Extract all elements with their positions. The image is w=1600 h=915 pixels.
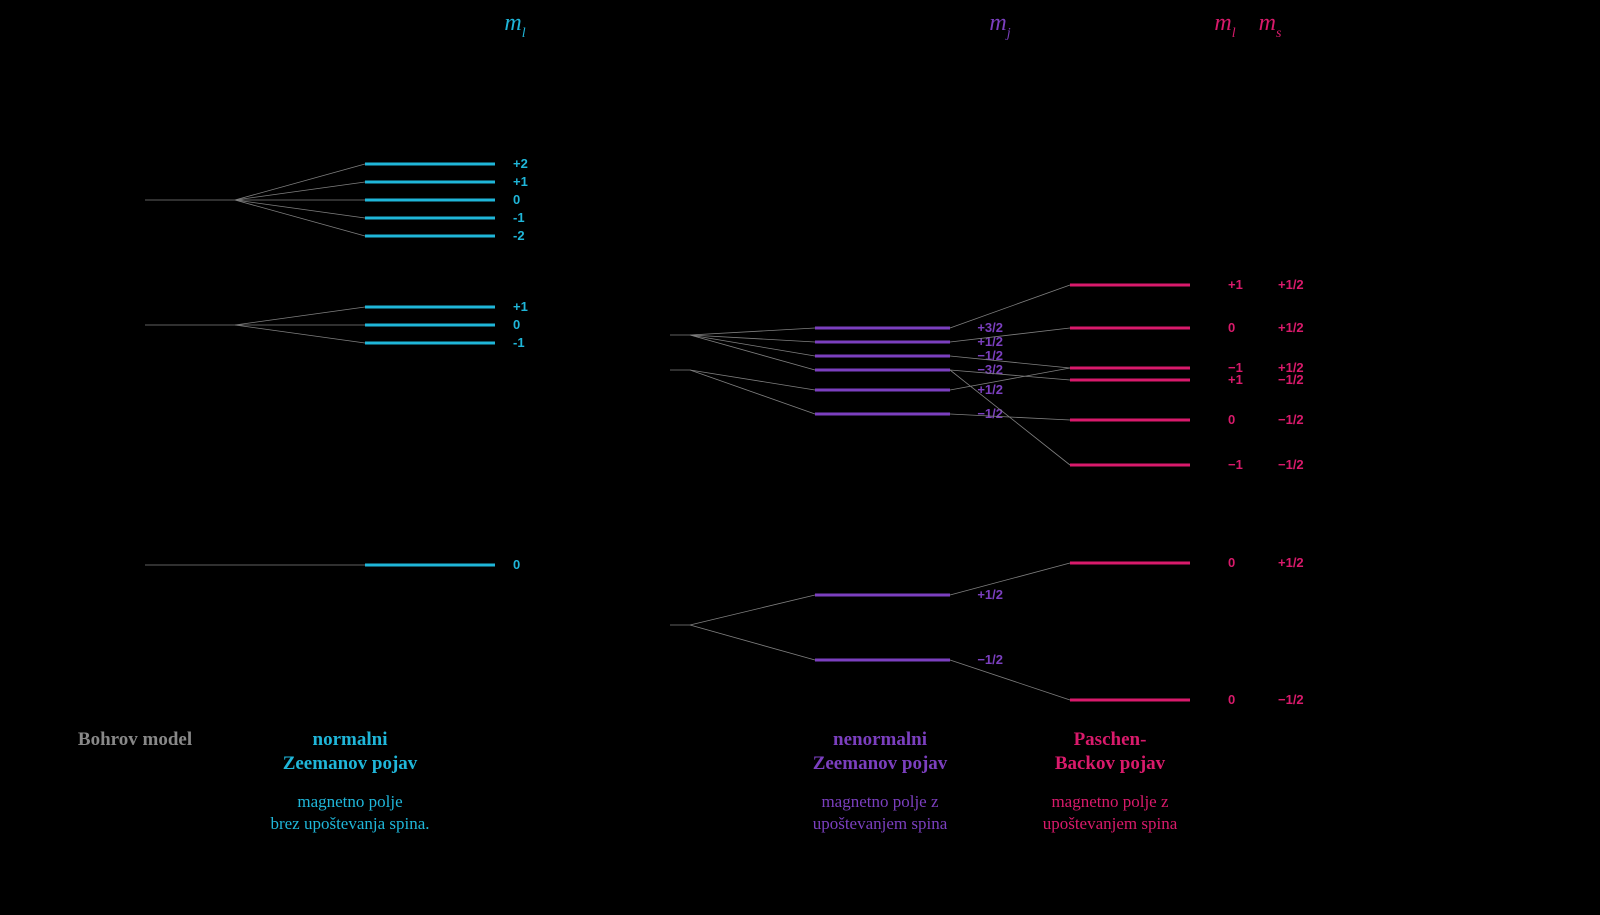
ml-value-right: 0 xyxy=(1228,555,1235,570)
ml-value: -1 xyxy=(513,335,525,350)
svg-text:ml: ml xyxy=(504,10,525,41)
ms-value: +1/2 xyxy=(1278,320,1304,335)
ml-value-right: 0 xyxy=(1228,320,1235,335)
left-level-group-0: +2 +1 0 -1 -2 xyxy=(145,156,528,243)
column-header: mj xyxy=(989,10,1010,41)
svg-text:mj: mj xyxy=(989,10,1010,41)
left-level-group-2: 0 xyxy=(145,557,520,572)
caption-block: normalni Zeemanov pojav magnetno polje brez… xyxy=(270,729,429,833)
ml-value: -2 xyxy=(513,228,525,243)
anomalous-connector xyxy=(690,328,815,335)
ms-value: −1/2 xyxy=(1278,692,1304,707)
split-connector xyxy=(235,307,365,325)
left-level-group-1: +1 0 -1 xyxy=(145,299,528,350)
split-connector xyxy=(235,164,365,200)
ms-value: +1/2 xyxy=(1278,555,1304,570)
caption-title-line: Zeemanov pojav xyxy=(283,753,418,774)
column-header: ms xyxy=(1259,10,1282,41)
ml-value-right: +1 xyxy=(1228,277,1243,292)
ml-value: -1 xyxy=(513,210,525,225)
ml-value: 0 xyxy=(513,317,520,332)
caption-sub-line: brez upoštevanja spina. xyxy=(270,814,429,833)
ml-value-right: −1 xyxy=(1228,457,1243,472)
right-upper-group: +3/2+1/2−1/2−3/2+1/2−1/2+1+1/20+1/2−1+1/… xyxy=(670,277,1304,472)
anomalous-connector xyxy=(690,370,815,390)
paschen-back-connector xyxy=(950,328,1070,342)
ml-value-right: 0 xyxy=(1228,692,1235,707)
caption-title-line: Zeemanov pojav xyxy=(813,753,948,774)
svg-text:ml: ml xyxy=(1214,10,1235,41)
split-connector xyxy=(235,200,365,218)
anomalous-connector xyxy=(690,595,815,625)
ml-value: +1 xyxy=(513,299,528,314)
paschen-back-connector xyxy=(950,356,1070,368)
split-connector xyxy=(235,182,365,200)
mj-value: +3/2 xyxy=(977,320,1003,335)
svg-text:ms: ms xyxy=(1259,10,1282,41)
caption-title-line: Backov pojav xyxy=(1055,753,1166,774)
ml-value-right: +1 xyxy=(1228,372,1243,387)
anomalous-connector xyxy=(690,625,815,660)
ml-value: 0 xyxy=(513,192,520,207)
paschen-back-connector xyxy=(950,660,1070,700)
ml-value: +2 xyxy=(513,156,528,171)
caption-sub-line: upoštevanjem spina xyxy=(813,814,948,833)
mj-value: −1/2 xyxy=(977,406,1003,421)
caption-sub-line: magnetno polje xyxy=(297,792,402,811)
ml-value: +1 xyxy=(513,174,528,189)
ml-value: 0 xyxy=(513,557,520,572)
split-connector xyxy=(235,325,365,343)
mj-value: −1/2 xyxy=(977,652,1003,667)
caption-block: Bohrov model xyxy=(78,729,192,750)
ms-value: −1/2 xyxy=(1278,457,1304,472)
caption-block: Paschen- Backov pojav magnetno polje z upoš… xyxy=(1043,729,1178,833)
ms-value: −1/2 xyxy=(1278,412,1304,427)
caption-title-line: nenormalni xyxy=(833,729,927,750)
caption-sub-line: magnetno polje z xyxy=(1051,792,1169,811)
caption-title-line: Paschen- xyxy=(1074,729,1147,750)
paschen-back-connector xyxy=(950,563,1070,595)
caption-title-line: normalni xyxy=(313,729,388,750)
column-header: ml xyxy=(1214,10,1235,41)
mj-value: +1/2 xyxy=(977,587,1003,602)
paschen-back-connector xyxy=(950,370,1070,465)
ms-value: +1/2 xyxy=(1278,277,1304,292)
column-header: ml xyxy=(504,10,525,41)
right-lower-group: +1/2 −1/2 0 +1/2 0 −1/2 xyxy=(670,555,1304,707)
anomalous-connector xyxy=(690,370,815,414)
ms-value: −1/2 xyxy=(1278,372,1304,387)
caption-sub-line: magnetno polje z xyxy=(821,792,939,811)
ml-value-right: 0 xyxy=(1228,412,1235,427)
paschen-back-connector xyxy=(950,285,1070,328)
caption-block: nenormalni Zeemanov pojav magnetno polje z… xyxy=(813,729,948,833)
caption-title-line: Bohrov model xyxy=(78,729,192,750)
mj-value: −3/2 xyxy=(977,362,1003,377)
caption-sub-line: upoštevanjem spina xyxy=(1043,814,1178,833)
split-connector xyxy=(235,200,365,236)
